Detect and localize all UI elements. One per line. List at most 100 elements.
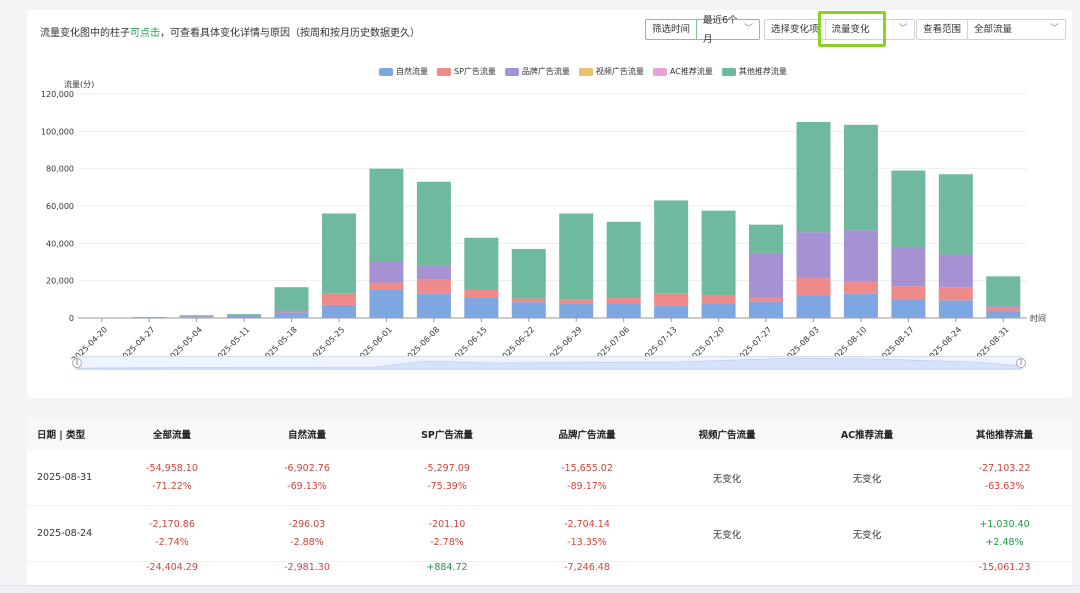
bar-segment-other[interactable] (464, 237, 499, 290)
table-cell: -2,981.30 (284, 562, 330, 573)
bar-segment-sp[interactable] (749, 297, 784, 302)
bar-segment-natural[interactable] (654, 305, 689, 318)
bar-segment-brand[interactable] (796, 232, 831, 278)
bar-segment-natural[interactable] (986, 311, 1021, 318)
bar-segment-natural[interactable] (179, 317, 214, 318)
bar-segment-natural[interactable] (227, 316, 262, 318)
change-item-select[interactable]: 流量变化 ﹀ (824, 19, 915, 40)
bar-segment-other[interactable] (321, 213, 356, 294)
slider-handle-right[interactable]: ‖ (1016, 358, 1026, 368)
bar-segment-other[interactable] (227, 314, 262, 316)
cell-percent: -71.22% (152, 481, 192, 492)
bar-segment-sp[interactable] (274, 311, 309, 313)
bar-segment-natural[interactable] (891, 299, 926, 318)
y-tick-label: 0 (69, 314, 74, 323)
bar-segment-brand[interactable] (749, 252, 784, 298)
bar-segment-sp[interactable] (986, 308, 1021, 312)
bar-segment-sp[interactable] (369, 282, 404, 290)
bar-segment-other[interactable] (843, 124, 878, 231)
bar-segment-other[interactable] (938, 174, 973, 255)
bar-segment-natural[interactable] (274, 312, 309, 318)
table-row[interactable]: 2025-08-24 -2,170.86 -2.74% -296.03 -2.88% -2… (27, 506, 1072, 562)
chevron-down-icon: ﹀ (1050, 24, 1060, 34)
bar-segment-brand[interactable] (938, 254, 973, 288)
table-row-partial[interactable]: -24,404.29 -2,981.30 +884.72 -7,246.48 -15,0… (27, 562, 1072, 573)
bar-segment-other[interactable] (559, 213, 594, 300)
bar-segment-brand[interactable] (179, 316, 214, 318)
scope-filter-select[interactable]: 全部流量 ﹀ (967, 19, 1067, 40)
bar-segment-brand[interactable] (843, 230, 878, 282)
bar-segment-sp[interactable] (606, 297, 641, 304)
bar-segment-sp[interactable] (321, 293, 356, 305)
bar-segment-sp[interactable] (464, 290, 499, 298)
bar-segment-brand[interactable] (274, 310, 309, 312)
legend-item-ac[interactable]: AC推荐流量 (652, 66, 713, 77)
bar-segment-other[interactable] (986, 276, 1021, 307)
bar-segment-natural[interactable] (938, 300, 973, 318)
bar-segment-natural[interactable] (796, 295, 831, 318)
cell-value: -54,958.10 (146, 463, 198, 474)
row-date (27, 562, 107, 573)
bar-segment-brand[interactable] (891, 248, 926, 287)
legend-item-sp[interactable]: SP广告流量 (437, 66, 496, 77)
bar-segment-natural[interactable] (843, 293, 878, 318)
bar-segment-other[interactable] (796, 122, 831, 233)
slider-handle-left[interactable]: ‖ (72, 358, 82, 368)
change-item-filter[interactable]: 选择变化项 流量变化 ﹀ (764, 19, 915, 40)
table-row[interactable]: 2025-08-31 -54,958.10 -71.22% -6,902.76 -69.… (27, 450, 1072, 506)
cell-value: -5,297.09 (424, 463, 470, 474)
bar-segment-brand[interactable] (369, 262, 404, 283)
bar-segment-sp[interactable] (796, 277, 831, 296)
bar-segment-natural[interactable] (416, 293, 451, 318)
legend-item-other[interactable]: 其他推荐流量 (721, 66, 787, 77)
bar-segment-natural[interactable] (369, 290, 404, 318)
table-cell: 无变化 (657, 527, 797, 541)
data-zoom-slider[interactable]: ‖ ‖ (72, 356, 1026, 370)
bar-segment-natural[interactable] (559, 304, 594, 318)
bar-segment-other[interactable] (606, 221, 641, 298)
bar-segment-natural[interactable] (321, 304, 356, 318)
bar-segment-other[interactable] (654, 200, 689, 294)
bar-segment-other[interactable] (891, 170, 926, 248)
bar-segment-sp[interactable] (701, 295, 736, 304)
bar-segment-natural[interactable] (132, 317, 167, 319)
cell-percent: +2.48% (985, 537, 1024, 548)
legend-item-natural[interactable]: 自然流量 (379, 66, 428, 77)
bar-segment-other[interactable] (132, 317, 167, 318)
bar-segment-natural[interactable] (606, 304, 641, 318)
bar-segment-other[interactable] (511, 248, 546, 299)
time-filter[interactable]: 筛选时间 最近6个月 ﹀ (645, 15, 761, 45)
scope-filter[interactable]: 查看范围 全部流量 ﹀ (916, 19, 1067, 40)
bar-segment-natural[interactable] (749, 301, 784, 318)
bar-segment-sp[interactable] (511, 298, 546, 303)
bar-segment-sp[interactable] (938, 287, 973, 301)
bar-segment-brand[interactable] (227, 315, 262, 317)
chart-legend: 自然流量 SP广告流量 品牌广告流量 视频广告流量 AC推荐流量 其他推荐流量 (379, 66, 787, 77)
bar-segment-other[interactable] (369, 168, 404, 262)
bar-segment-sp[interactable] (416, 279, 451, 294)
bar-segment-sp[interactable] (559, 299, 594, 304)
scope-filter-label: 查看范围 (916, 19, 968, 40)
bar-segment-brand[interactable] (986, 306, 1021, 309)
table-cell: -15,061.23 (978, 562, 1031, 573)
bar-segment-sp[interactable] (843, 281, 878, 294)
bar-segment-natural[interactable] (511, 302, 546, 318)
bar-segment-other[interactable] (179, 315, 214, 317)
bar-segment-other[interactable] (749, 224, 784, 253)
hint-link[interactable]: 可点击 (130, 28, 160, 39)
table-cell: -201.10 -2.78% (377, 519, 517, 548)
table-cell: -2,704.14 -13.35% (517, 519, 657, 548)
bar-segment-sp[interactable] (891, 286, 926, 300)
bar-segment-other[interactable] (274, 287, 309, 311)
bar-segment-brand[interactable] (416, 265, 451, 280)
cell-value: -2,704.14 (564, 519, 610, 530)
bar-segment-other[interactable] (701, 210, 736, 296)
bar-segment-natural[interactable] (464, 297, 499, 318)
bar-segment-sp[interactable] (654, 293, 689, 306)
legend-item-video[interactable]: 视频广告流量 (578, 66, 644, 77)
legend-item-brand[interactable]: 品牌广告流量 (504, 66, 570, 77)
bar-segment-natural[interactable] (701, 304, 736, 318)
time-filter-select[interactable]: 最近6个月 ﹀ (696, 15, 761, 45)
table-cell: 无变化 (657, 471, 797, 485)
bar-segment-other[interactable] (416, 181, 451, 266)
